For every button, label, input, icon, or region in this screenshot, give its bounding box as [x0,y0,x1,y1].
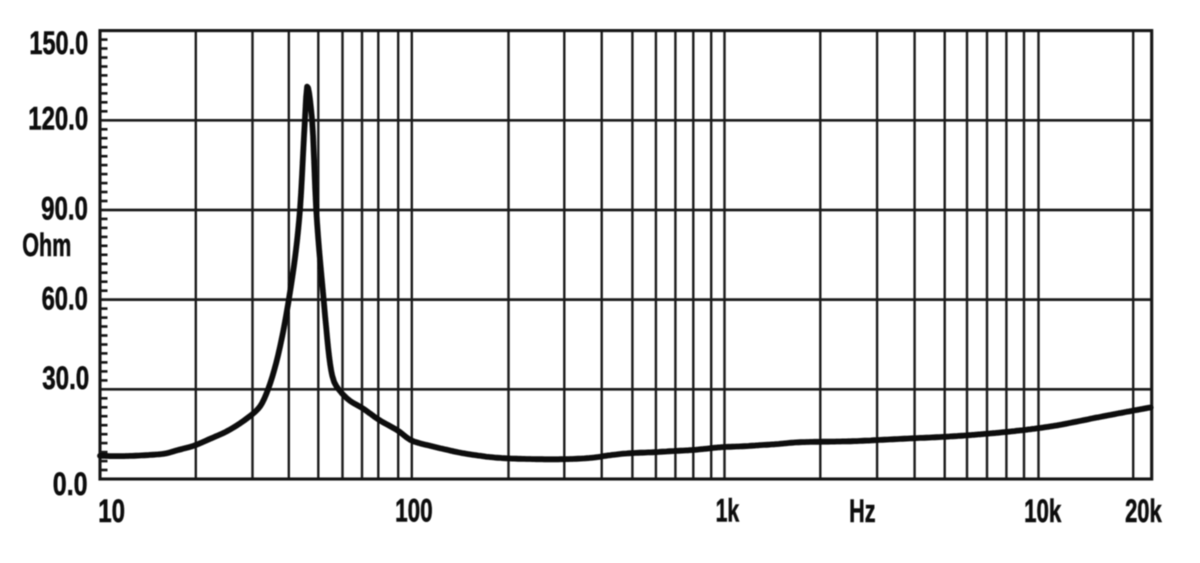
svg-text:0.0: 0.0 [53,467,88,503]
svg-text:Hz: Hz [849,493,875,529]
svg-text:Ohm: Ohm [22,227,71,263]
svg-text:1k: 1k [716,492,740,529]
svg-text:100: 100 [395,492,433,528]
svg-text:10k: 10k [1024,493,1062,529]
svg-text:120.0: 120.0 [28,100,88,136]
svg-text:20k: 20k [1125,493,1162,529]
svg-text:90.0: 90.0 [41,190,88,226]
svg-text:60.0: 60.0 [42,280,88,316]
svg-text:10: 10 [98,494,125,530]
svg-text:30.0: 30.0 [42,361,89,397]
svg-text:150.0: 150.0 [29,26,88,61]
